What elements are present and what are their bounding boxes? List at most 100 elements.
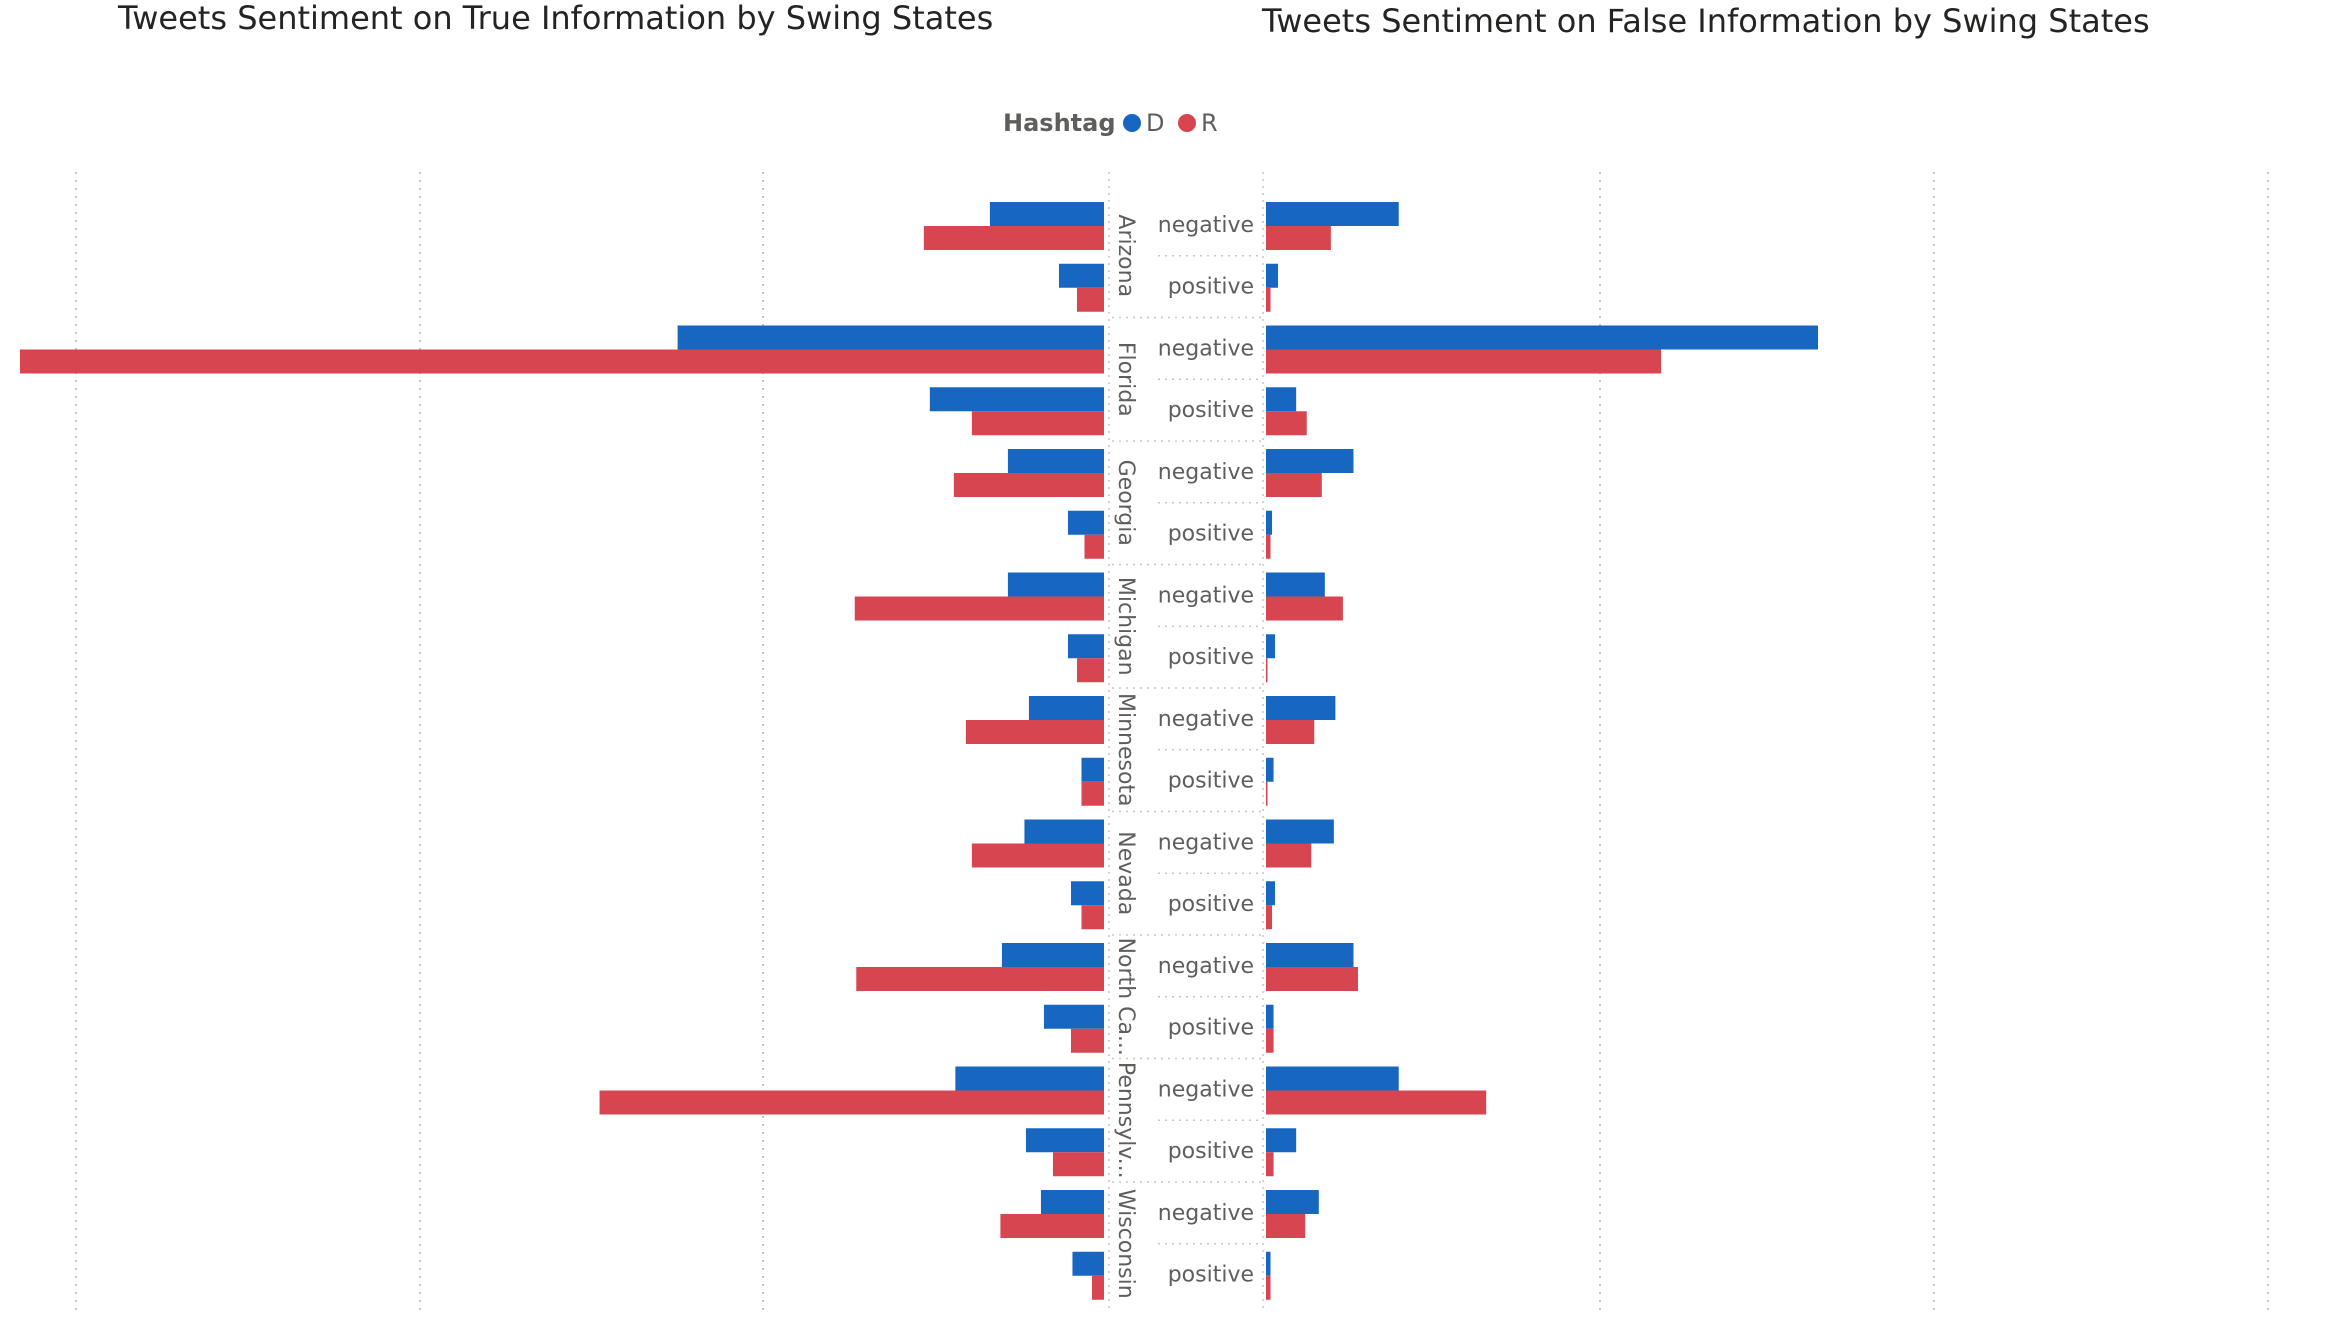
sentiment-label-north-ca-negative: negative [1158, 954, 1254, 979]
bar-true-georgia-positive-r [1084, 534, 1104, 559]
bar-true-florida-negative-d [677, 325, 1104, 350]
bar-false-pennsylv-negative-d [1266, 1066, 1399, 1091]
state-label-nevada: Nevada [1113, 831, 1138, 915]
bar-true-michigan-negative-d [1007, 572, 1104, 597]
bar-true-minnesota-positive-d [1081, 757, 1104, 782]
sentiment-label-minnesota-negative: negative [1158, 707, 1254, 732]
bar-true-nevada-negative-r [971, 843, 1104, 868]
bar-true-michigan-positive-r [1076, 658, 1104, 683]
bar-true-minnesota-positive-r [1081, 781, 1104, 806]
bar-true-arizona-negative-d [989, 202, 1104, 226]
sentiment-label-nevada-positive: positive [1168, 892, 1254, 917]
bar-true-pennsylv-negative-r [599, 1090, 1104, 1115]
bar-true-florida-negative-r [20, 349, 1104, 374]
state-label-arizona: Arizona [1113, 214, 1138, 297]
bar-false-pennsylv-negative-r [1266, 1090, 1487, 1115]
bar-false-pennsylv-positive-r [1266, 1152, 1274, 1177]
bar-false-north-ca-negative-r [1266, 967, 1358, 991]
legend-marker-r [1178, 114, 1196, 132]
sentiment-label-pennsylv-positive: positive [1168, 1139, 1254, 1164]
bar-false-michigan-negative-r [1266, 596, 1343, 621]
bar-false-minnesota-negative-d [1266, 696, 1336, 720]
bar-true-georgia-negative-r [953, 473, 1104, 497]
legend-label-r: R [1201, 109, 1218, 137]
sentiment-label-michigan-negative: negative [1158, 583, 1254, 608]
bar-true-florida-positive-r [971, 411, 1104, 436]
bar-true-minnesota-negative-d [1028, 696, 1104, 720]
bar-false-michigan-negative-d [1266, 572, 1325, 597]
state-label-north-ca: North Ca... [1113, 938, 1138, 1056]
bar-true-pennsylv-positive-r [1052, 1152, 1104, 1177]
sentiment-label-georgia-positive: positive [1168, 522, 1254, 547]
bar-true-wisconsin-positive-r [1091, 1275, 1104, 1300]
bar-true-north-ca-negative-r [856, 967, 1104, 991]
gridlines [75, 172, 2269, 1312]
bar-false-minnesota-positive-d [1266, 757, 1274, 782]
bar-true-pennsylv-negative-d [955, 1066, 1104, 1091]
bar-false-north-ca-positive-r [1266, 1028, 1274, 1053]
bar-false-arizona-positive-r [1266, 287, 1271, 312]
sentiment-label-minnesota-positive: positive [1168, 769, 1254, 794]
bar-true-wisconsin-negative-d [1040, 1190, 1104, 1214]
bar-false-georgia-negative-d [1266, 449, 1354, 473]
bar-false-nevada-negative-d [1266, 819, 1334, 844]
bar-true-wisconsin-positive-d [1072, 1251, 1104, 1276]
bar-false-minnesota-positive-r [1266, 781, 1268, 806]
bar-false-florida-positive-d [1266, 387, 1297, 412]
state-label-florida: Florida [1113, 342, 1138, 417]
bar-false-wisconsin-negative-r [1266, 1214, 1306, 1238]
sentiment-label-georgia-negative: negative [1158, 460, 1254, 485]
bar-true-nevada-negative-d [1024, 819, 1104, 844]
legend-label-d: D [1146, 109, 1164, 137]
bar-false-north-ca-positive-d [1266, 1004, 1274, 1029]
bars [20, 202, 1818, 1300]
state-label-georgia: Georgia [1113, 460, 1138, 546]
left-chart-title: Tweets Sentiment on True Information by … [117, 0, 993, 37]
bar-false-georgia-negative-r [1266, 473, 1322, 497]
bar-true-michigan-negative-r [854, 596, 1104, 621]
bar-false-arizona-negative-d [1266, 202, 1399, 226]
sentiment-label-florida-positive: positive [1168, 398, 1254, 423]
bar-false-florida-positive-r [1266, 411, 1307, 436]
bar-true-arizona-positive-d [1058, 263, 1104, 288]
bar-false-minnesota-negative-r [1266, 720, 1315, 744]
bar-false-georgia-positive-r [1266, 534, 1271, 559]
bar-true-pennsylv-positive-d [1025, 1128, 1104, 1153]
state-label-minnesota: Minnesota [1113, 693, 1138, 807]
bar-false-georgia-positive-d [1266, 510, 1273, 535]
bar-true-north-ca-negative-d [1001, 943, 1104, 967]
bar-true-nevada-positive-r [1081, 905, 1104, 930]
right-chart-title: Tweets Sentiment on False Information by… [1261, 2, 2150, 40]
bar-true-georgia-positive-d [1067, 510, 1104, 535]
legend-marker-d [1123, 114, 1141, 132]
sentiment-label-wisconsin-negative: negative [1158, 1201, 1254, 1226]
bar-false-wisconsin-negative-d [1266, 1190, 1319, 1214]
legend-title: Hashtag [1003, 109, 1116, 137]
bar-true-wisconsin-negative-r [1000, 1214, 1104, 1238]
bar-false-arizona-negative-r [1266, 226, 1331, 250]
bar-true-georgia-negative-d [1007, 449, 1104, 473]
bar-false-florida-negative-r [1266, 349, 1662, 374]
sentiment-label-north-ca-positive: positive [1168, 1016, 1254, 1041]
bar-true-north-ca-positive-d [1043, 1004, 1104, 1029]
bar-false-pennsylv-positive-d [1266, 1128, 1297, 1153]
state-label-michigan: Michigan [1113, 577, 1138, 676]
category-labels: Arizona negative positive Florida negative po… [1113, 213, 1254, 1299]
bar-true-arizona-positive-r [1076, 287, 1104, 312]
sentiment-label-michigan-positive: positive [1168, 645, 1254, 670]
bar-false-north-ca-negative-d [1266, 943, 1354, 967]
bar-false-nevada-negative-r [1266, 843, 1312, 868]
bar-true-michigan-positive-d [1067, 634, 1104, 659]
bar-true-florida-positive-d [929, 387, 1104, 412]
bar-false-florida-negative-d [1266, 325, 1818, 350]
state-label-pennsylv: Pennsylv... [1113, 1062, 1138, 1179]
bar-false-michigan-positive-r [1266, 658, 1268, 683]
bar-true-north-ca-positive-r [1070, 1028, 1104, 1053]
bar-false-arizona-positive-d [1266, 263, 1279, 288]
legend: Hashtag D R [1003, 109, 1218, 137]
sentiment-label-pennsylv-negative: negative [1158, 1077, 1254, 1102]
bar-false-wisconsin-positive-d [1266, 1251, 1271, 1276]
bar-false-nevada-positive-r [1266, 905, 1273, 930]
bar-true-nevada-positive-d [1070, 881, 1104, 906]
